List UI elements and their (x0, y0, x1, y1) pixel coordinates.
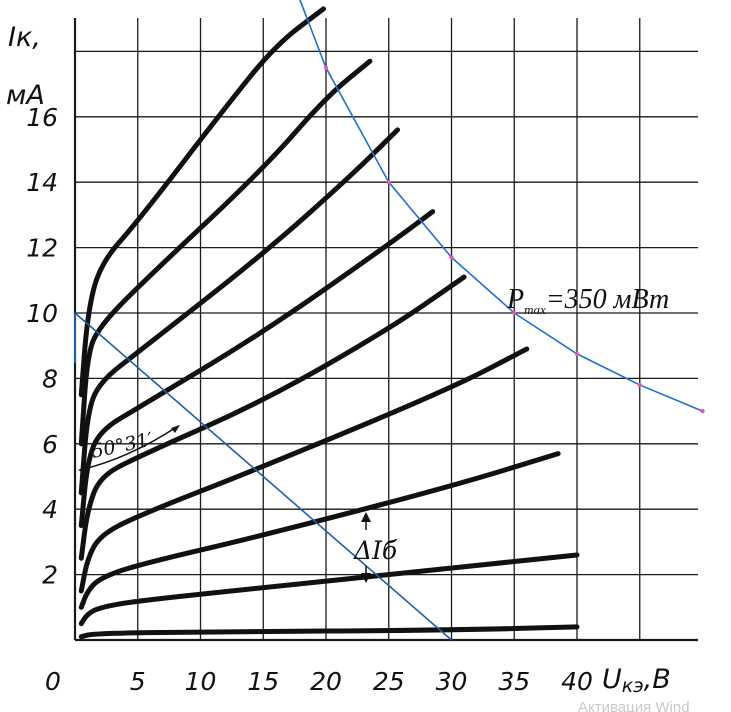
pmax-point (637, 382, 642, 388)
x-tick-label: 35 (498, 667, 530, 696)
characteristic-curve (78, 552, 580, 627)
x-axis-title-sub: кэ (622, 675, 644, 697)
x-tick-label: 30 (436, 667, 468, 696)
load-line (74, 312, 453, 641)
x-tick-label: 5 (130, 667, 146, 696)
characteristic-curve (78, 274, 467, 561)
angle-arrow-right (171, 425, 180, 433)
pmax-point (323, 65, 329, 70)
pmax-label-sub: max (524, 302, 546, 317)
characteristic-curve (78, 58, 373, 447)
x-axis-title-unit: ,В (644, 664, 671, 695)
delta-ib-arrowhead-bottom (361, 573, 371, 583)
x-axis-title-main: U (602, 664, 622, 695)
x-tick-label: 20 (310, 667, 342, 696)
y-axis-title-line2: мА (6, 80, 45, 111)
y-axis-title-line1: Iк, (8, 22, 41, 53)
x-tick-label: 40 (561, 667, 593, 696)
characteristic-curve (78, 624, 580, 640)
y-tick-label: 14 (26, 168, 58, 197)
pmax-point (386, 180, 391, 185)
characteristic-curve (78, 209, 436, 529)
y-tick-label: 4 (42, 495, 58, 524)
characteristic-curve (78, 127, 401, 496)
x-tick-label: 15 (247, 667, 279, 696)
pmax-label: Pmax=350 мВт (506, 284, 669, 317)
x-tick-label: 25 (373, 667, 405, 696)
pmax-point (700, 408, 705, 414)
y-tick-label: 2 (42, 561, 58, 590)
watermark: Активация Wind (578, 699, 690, 712)
y-tick-label: 6 (42, 430, 58, 459)
angle-arrow-left (78, 466, 87, 474)
characteristic-curve (78, 6, 326, 398)
x-axis-title: Uкэ,В (602, 664, 671, 697)
pmax-point (574, 351, 580, 357)
pmax-label-value: =350 мВт (546, 284, 669, 315)
angle-arc (79, 425, 179, 471)
pmax-label-main: P (506, 284, 524, 315)
pmax-point (512, 310, 517, 316)
y-tick-label: 16 (26, 103, 58, 132)
x-tick-label: 10 (185, 667, 217, 696)
pmax-point (449, 255, 454, 260)
y-tick-label: 12 (26, 234, 58, 263)
characteristic-curve (78, 346, 530, 594)
tick-labels: 0 5 10 15 20 25 30 35 40 2 4 6 8 10 12 14 16 (26, 103, 593, 696)
y-tick-label: 10 (26, 299, 58, 328)
overlay-lines (74, 0, 705, 641)
pmax-hyperbola (299, 0, 703, 412)
y-tick-label: 8 (42, 364, 58, 393)
characteristic-curve (78, 451, 561, 610)
delta-ib-arrowhead-top (361, 512, 371, 522)
delta-ib-label: ΔIб (353, 536, 398, 565)
x-tick-label: 0 (45, 667, 61, 696)
characteristic-curves (78, 6, 580, 640)
